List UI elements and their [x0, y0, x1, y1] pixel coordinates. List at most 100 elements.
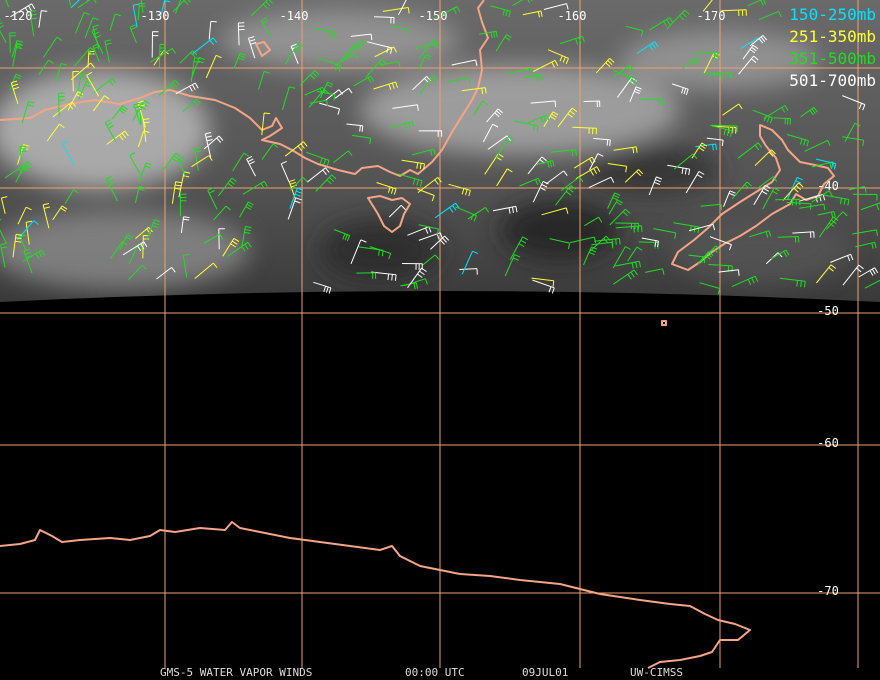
- wind-barb: [418, 224, 439, 236]
- wind-barb: [479, 30, 498, 39]
- wind-barb: [178, 171, 191, 198]
- wind-barb: [673, 222, 700, 233]
- wind-barb: [156, 267, 176, 280]
- wind-barb: [242, 180, 268, 195]
- wind-barb: [644, 268, 665, 275]
- legend-entry: 150-250mb: [789, 5, 876, 24]
- wind-barb: [749, 230, 772, 238]
- wind-barb: [583, 100, 601, 108]
- footer-text: 09JUL01: [522, 666, 568, 679]
- wind-barb: [815, 158, 837, 170]
- wind-barb: [15, 161, 33, 183]
- wind-barb: [842, 95, 866, 111]
- wind-barb: [69, 0, 71, 6]
- wind-barb: [376, 182, 397, 195]
- wind-barb: [721, 9, 747, 17]
- wind-barb: [128, 264, 147, 281]
- wind-barb: [194, 262, 218, 279]
- wind-barb: [122, 241, 148, 256]
- wind-barb: [770, 249, 790, 260]
- wind-barb: [373, 81, 398, 90]
- wind-barb: [109, 13, 121, 31]
- wind-barb: [415, 42, 438, 49]
- wind-barb: [848, 186, 867, 193]
- wind-barb: [373, 16, 395, 24]
- wind-barb: [804, 139, 831, 152]
- longitude-label: -170: [697, 9, 726, 23]
- wind-barb: [203, 233, 224, 244]
- wind-barb: [811, 190, 833, 203]
- wind-barb: [588, 176, 615, 189]
- wind-barb: [532, 59, 559, 72]
- wind-barb: [607, 192, 621, 209]
- wind-barb: [333, 229, 351, 242]
- wind-barb: [711, 124, 738, 133]
- new-zealand-coast: [671, 124, 835, 271]
- wind-barb: [133, 102, 142, 126]
- wind-barb: [799, 203, 826, 211]
- wind-barb: [547, 49, 569, 64]
- wind-barb: [430, 235, 450, 250]
- wind-barb: [842, 136, 865, 147]
- wind-barb: [38, 10, 48, 28]
- wind-barb: [86, 71, 100, 97]
- wind-barb: [0, 243, 8, 268]
- wind-barb: [691, 142, 708, 159]
- wind-barb: [227, 241, 252, 257]
- wind-barb: [706, 137, 724, 147]
- wind-barb: [92, 95, 110, 112]
- wind-barb: [487, 135, 511, 150]
- wind-barb: [418, 53, 432, 70]
- wind-barb: [519, 177, 542, 187]
- wind-barb: [712, 125, 737, 134]
- wind-barb: [490, 5, 511, 18]
- wind-barb: [570, 236, 597, 244]
- wind-barb: [530, 100, 557, 108]
- wind-barb: [434, 202, 460, 219]
- wind-barb: [369, 246, 392, 260]
- wind-barb: [702, 0, 713, 12]
- wind-barb: [549, 238, 571, 250]
- wind-barb: [334, 87, 353, 99]
- wind-barb: [629, 86, 642, 103]
- wind-barb: [816, 264, 837, 284]
- wind-barb: [289, 187, 304, 209]
- wind-barbs: [0, 0, 880, 295]
- wind-barb: [191, 155, 213, 168]
- wind-barb: [752, 109, 773, 124]
- wind-barb: [182, 98, 201, 112]
- wind-barb: [58, 92, 65, 117]
- wind-barb: [407, 226, 432, 236]
- wind-barb: [334, 53, 359, 66]
- wind-barb: [418, 130, 443, 137]
- wind-barb: [367, 41, 393, 54]
- wind-barb: [697, 251, 714, 265]
- longitude-label: -160: [558, 9, 587, 23]
- wind-barb: [217, 177, 237, 197]
- wind-barb: [397, 173, 423, 187]
- wind-barb: [391, 25, 409, 36]
- wind-barb: [287, 197, 302, 220]
- wind-barb: [787, 176, 803, 200]
- wind-barb: [555, 185, 576, 206]
- wind-barb: [22, 249, 46, 262]
- wind-barb: [509, 236, 529, 260]
- wind-barb: [595, 58, 615, 74]
- wind-barb: [492, 205, 518, 214]
- wind-barb: [700, 203, 723, 211]
- wind-barb: [312, 27, 336, 39]
- wind-barb: [407, 267, 427, 289]
- wind-barb: [172, 0, 193, 13]
- wind-barb: [524, 73, 543, 82]
- wind-barb: [0, 218, 7, 244]
- wind-barb: [649, 17, 674, 31]
- wind-barb: [653, 228, 677, 239]
- wind-barb: [316, 90, 336, 101]
- wind-barb: [4, 164, 29, 179]
- wind-barb: [315, 174, 337, 192]
- wind-barb: [150, 47, 177, 63]
- wind-barb: [718, 269, 740, 276]
- wind-barb: [111, 105, 128, 120]
- wind-barb: [241, 226, 252, 247]
